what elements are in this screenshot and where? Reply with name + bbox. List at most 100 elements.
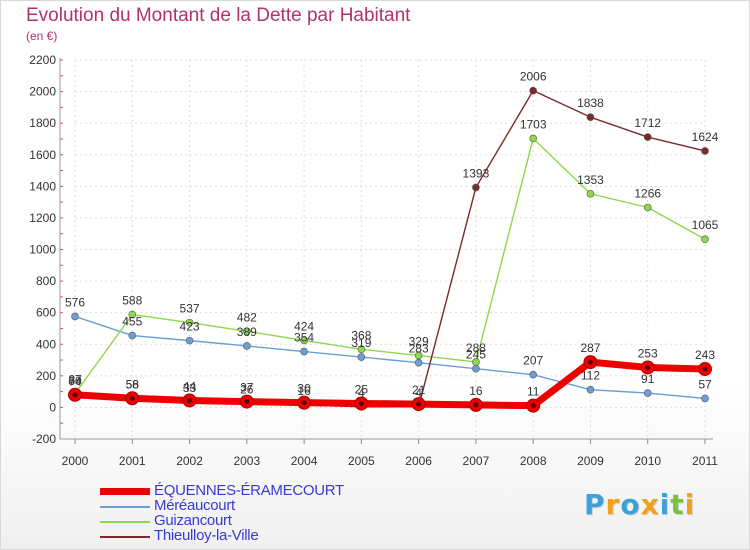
series	[68, 86, 712, 413]
data-point-core	[645, 364, 651, 370]
x-tick-label: 2010	[634, 454, 661, 468]
data-point-core	[72, 392, 78, 398]
chart-subtitle: (en €)	[26, 29, 58, 43]
grid	[74, 59, 706, 440]
logo-letter: P	[584, 488, 606, 521]
data-label: 253	[638, 346, 658, 360]
data-point	[701, 235, 709, 244]
data-point-core	[244, 399, 250, 405]
data-label: 1266	[634, 186, 661, 200]
data-label: 1393	[463, 166, 490, 180]
data-label: 368	[351, 328, 371, 342]
data-point	[472, 183, 480, 192]
data-label: 288	[466, 341, 486, 355]
data-label: 287	[580, 341, 600, 355]
x-tick-label: 2000	[62, 454, 89, 468]
data-label: 30	[297, 382, 311, 396]
data-label: 588	[122, 294, 142, 308]
x-tick-label: 2003	[233, 454, 260, 468]
data-point	[643, 203, 652, 212]
data-point	[357, 353, 366, 361]
data-point	[243, 327, 251, 336]
data-point-core	[358, 400, 364, 406]
legend-label: Méréaucourt	[154, 497, 235, 514]
data-label: 455	[122, 315, 142, 329]
data-point	[71, 312, 79, 321]
data-point-core	[587, 359, 593, 365]
data-point	[586, 189, 595, 198]
y-tick-label: 1000	[29, 243, 56, 257]
legend-swatch	[100, 521, 150, 523]
data-label: 329	[409, 334, 429, 348]
chart-title: Evolution du Montant de la Dette par Hab…	[26, 5, 411, 26]
y-tick-label: 1400	[29, 179, 56, 193]
y-tick-label: 2000	[29, 85, 56, 99]
x-tick-label: 2007	[463, 454, 490, 468]
legend-swatch	[100, 488, 150, 495]
data-point-core	[530, 403, 536, 409]
data-point	[414, 351, 423, 360]
x-tick-label: 2001	[119, 454, 146, 468]
data-point-core	[702, 366, 708, 372]
legend-swatch	[100, 536, 150, 538]
y-tick-label: 400	[36, 337, 56, 351]
data-point	[472, 358, 480, 366]
data-point	[185, 318, 194, 327]
data-point	[357, 345, 366, 354]
data-label: 482	[237, 310, 257, 324]
data-point	[586, 385, 595, 394]
y-tick-label: -200	[32, 432, 56, 446]
data-point-core	[129, 395, 135, 401]
data-label: 26	[240, 382, 254, 396]
series-line-1	[74, 315, 706, 400]
x-tick-label: 2011	[692, 454, 718, 468]
data-label: 1712	[634, 116, 661, 130]
legend-label: ÉQUENNES-ÉRAMECOURT	[154, 482, 344, 499]
data-point	[300, 347, 308, 356]
logo-letter: o	[620, 488, 641, 521]
data-label: 1624	[692, 130, 719, 144]
data-point-core	[301, 400, 307, 406]
data-label: 80	[68, 374, 82, 388]
y-tick-label: 600	[36, 306, 56, 320]
data-label: 1703	[520, 117, 547, 131]
proxiti-logo: Proxiti	[584, 488, 695, 521]
legend-swatch	[100, 506, 150, 508]
data-point	[414, 358, 423, 367]
data-point	[701, 394, 709, 403]
y-tick-label: 1800	[29, 116, 56, 130]
logo-letter: i	[659, 488, 671, 521]
data-label: 319	[351, 336, 371, 350]
x-tick-label: 2008	[520, 454, 547, 468]
data-label: 57	[698, 377, 712, 391]
data-label: 389	[237, 325, 257, 339]
x-tick-label: 2009	[577, 454, 604, 468]
logo-letter: r	[605, 488, 621, 521]
data-label: 91	[641, 372, 655, 386]
y-tick-label: 2200	[29, 53, 56, 67]
data-point	[472, 364, 480, 373]
data-label: 283	[409, 342, 429, 356]
data-label: 1838	[577, 96, 604, 110]
data-label: 245	[466, 348, 486, 362]
y-tick-label: 800	[36, 274, 56, 288]
data-label: 33	[183, 381, 197, 395]
data-point-core	[187, 397, 193, 403]
data-label: 2006	[520, 70, 547, 84]
data-label: 1065	[692, 218, 719, 232]
data-point	[643, 389, 652, 397]
data-label: 4	[358, 386, 365, 400]
data-label: 424	[294, 319, 314, 333]
data-label: 112	[581, 369, 600, 383]
data-point-core	[416, 401, 422, 407]
data-point	[529, 134, 537, 143]
data-point	[128, 331, 137, 340]
data-label: 576	[65, 295, 85, 309]
x-tick-label: 2005	[348, 454, 375, 468]
x-tick-label: 2002	[176, 454, 203, 468]
series-line-0	[71, 358, 709, 410]
data-label: 354	[294, 331, 314, 345]
logo-letter: t	[670, 488, 685, 521]
data-label: 16	[297, 384, 311, 398]
